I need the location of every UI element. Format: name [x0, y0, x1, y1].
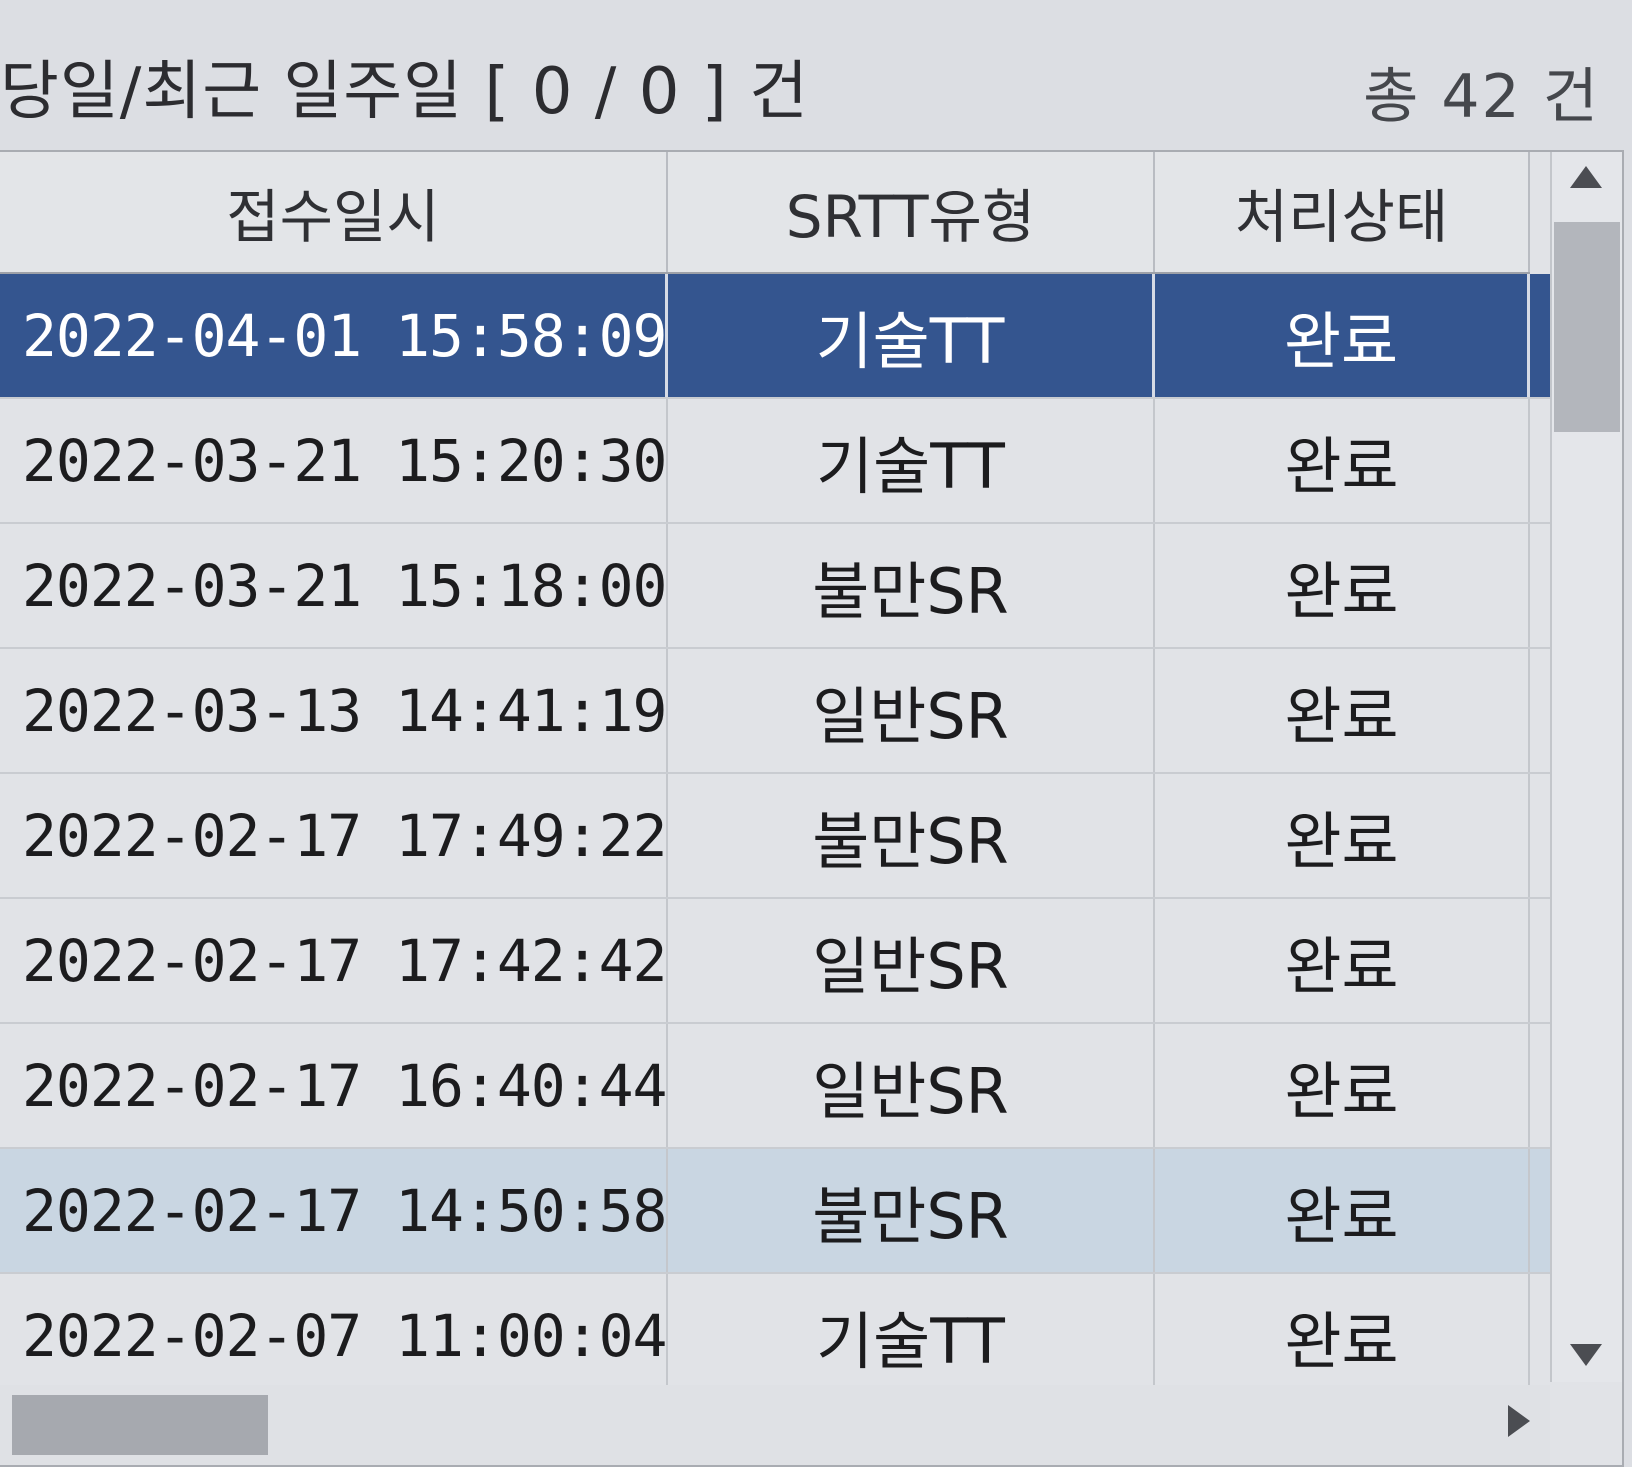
- vertical-scrollbar[interactable]: [1550, 152, 1622, 1382]
- status-cell: 완료: [1155, 1024, 1530, 1147]
- type-cell: 불만SR: [668, 1149, 1155, 1272]
- status-cell: 완료: [1155, 1274, 1530, 1394]
- type-cell: 기술TT: [668, 399, 1155, 522]
- table-row[interactable]: 2022-02-17 14:50:58 불만SR 완료: [0, 1149, 1550, 1274]
- status-cell: 완료: [1155, 774, 1530, 897]
- status-cell: 완료: [1155, 524, 1530, 647]
- status-cell: 완료: [1155, 1149, 1530, 1272]
- table-row[interactable]: 2022-02-17 16:40:44 일반SR 완료: [0, 1024, 1550, 1149]
- grid-body: 2022-04-01 15:58:09 기술TT 완료 2022-03-21 1…: [0, 274, 1550, 1394]
- table-row[interactable]: 2022-03-21 15:18:00 불만SR 완료: [0, 524, 1550, 649]
- status-cell: 완료: [1155, 649, 1530, 772]
- datetime-cell: 2022-03-21 15:18:00: [0, 524, 668, 647]
- status-cell: 완료: [1155, 274, 1530, 397]
- type-cell: 일반SR: [668, 649, 1155, 772]
- horizontal-scroll-thumb[interactable]: [12, 1395, 268, 1455]
- horizontal-scrollbar[interactable]: [0, 1385, 1550, 1465]
- table-row[interactable]: 2022-03-13 14:41:19 일반SR 완료: [0, 649, 1550, 774]
- table-row[interactable]: 2022-02-07 11:00:04 기술TT 완료: [0, 1274, 1550, 1394]
- type-cell: 불만SR: [668, 524, 1155, 647]
- type-cell: 기술TT: [668, 274, 1155, 397]
- type-cell: 불만SR: [668, 774, 1155, 897]
- datetime-cell: 2022-03-21 15:20:30: [0, 399, 668, 522]
- type-cell: 기술TT: [668, 1274, 1155, 1394]
- recent-count-label: 당일/최근 일주일 [ 0 / 0 ] 건: [0, 55, 809, 129]
- sr-history-grid: 접수일시 SRTT유형 처리상태 2022-04-01 15:58:09 기술T…: [0, 150, 1624, 1467]
- table-row[interactable]: 2022-03-21 15:20:30 기술TT 완료: [0, 399, 1550, 524]
- table-row[interactable]: 2022-02-17 17:42:42 일반SR 완료: [0, 899, 1550, 1024]
- datetime-cell: 2022-02-17 14:50:58: [0, 1149, 668, 1272]
- status-cell: 완료: [1155, 399, 1530, 522]
- type-cell: 일반SR: [668, 899, 1155, 1022]
- datetime-cell: 2022-02-17 16:40:44: [0, 1024, 668, 1147]
- total-count-label: 총 42 건: [1363, 62, 1600, 132]
- datetime-cell: 2022-02-17 17:42:42: [0, 899, 668, 1022]
- datetime-cell: 2022-04-01 15:58:09: [0, 274, 668, 397]
- table-row[interactable]: 2022-04-01 15:58:09 기술TT 완료: [0, 274, 1550, 399]
- summary-bar: 당일/최근 일주일 [ 0 / 0 ] 건 총 42 건: [0, 0, 1632, 150]
- column-header-status[interactable]: 처리상태: [1155, 152, 1530, 272]
- column-header-received-datetime[interactable]: 접수일시: [0, 152, 668, 272]
- datetime-cell: 2022-02-07 11:00:04: [0, 1274, 668, 1394]
- triangle-down-icon[interactable]: [1570, 1344, 1602, 1366]
- column-header-srtt-type[interactable]: SRTT유형: [668, 152, 1155, 272]
- triangle-right-icon[interactable]: [1508, 1405, 1530, 1437]
- vertical-scroll-thumb[interactable]: [1554, 222, 1620, 432]
- grid-header: 접수일시 SRTT유형 처리상태: [0, 152, 1530, 275]
- triangle-up-icon[interactable]: [1570, 166, 1602, 188]
- table-row[interactable]: 2022-02-17 17:49:22 불만SR 완료: [0, 774, 1550, 899]
- type-cell: 일반SR: [668, 1024, 1155, 1147]
- datetime-cell: 2022-02-17 17:49:22: [0, 774, 668, 897]
- status-cell: 완료: [1155, 899, 1530, 1022]
- datetime-cell: 2022-03-13 14:41:19: [0, 649, 668, 772]
